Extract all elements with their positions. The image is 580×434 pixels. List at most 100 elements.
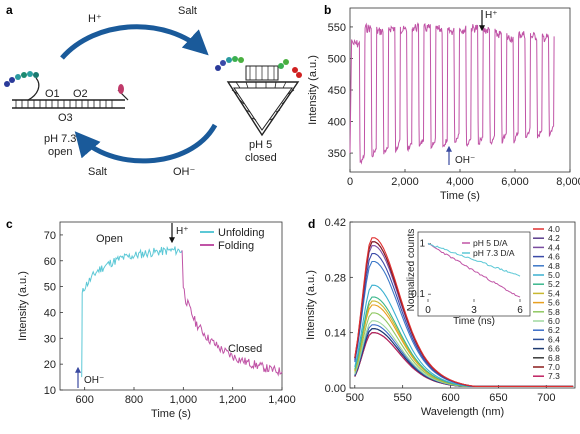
panel-c-ytick-label: 10 (44, 385, 56, 397)
panel-d-legend-label: 5.8 (548, 307, 560, 317)
panel-d-legend-label: 5.2 (548, 279, 560, 289)
closed-state-name: closed (245, 152, 277, 164)
panel-d-legend-label: 4.0 (548, 224, 560, 234)
panel-d-legend-label: 6.4 (548, 334, 560, 344)
panel-d-legend-label: 6.2 (548, 325, 560, 335)
panel-c-oh-label: OH⁻ (84, 375, 104, 386)
panel-d: d 500 550 600 650 700 0.00 0.14 0.28 0.42 Wavelen… (305, 217, 576, 418)
inset-legend-label: pH 7.3 D/A (473, 248, 515, 258)
panel-c-xtick-label: 800 (125, 394, 143, 406)
panel-c-open-label: Open (96, 233, 123, 245)
panel-b-xlabel: Time (s) (440, 190, 480, 202)
arrow-label-salt-bottom: Salt (88, 166, 107, 178)
inset-legend: pH 5 D/ApH 7.3 D/A (462, 238, 515, 258)
arrow-label-oh-bottom: OH⁻ (173, 166, 196, 178)
inset-ytick-label: 0.1 (411, 289, 425, 300)
panel-d-legend-label: 5.6 (548, 298, 560, 308)
panel-c-xtick-label: 600 (75, 394, 93, 406)
panel-b-xtick-label: 2,000 (391, 176, 419, 188)
panel-c-plot (81, 245, 283, 378)
panel-b-plot (349, 22, 555, 165)
panel-d-series-ph-7.3 (354, 332, 574, 387)
panel-c-ytick-label: 20 (44, 359, 56, 371)
panel-b-axes: 0 2,000 4,000 6,000 8,000 350 400 450 500 550 Time… (307, 22, 580, 202)
panel-b-ylabel: Intensity (a.u.) (307, 55, 319, 125)
panel-d-xtick-label: 500 (346, 392, 364, 404)
panel-b-ytick-label: 350 (328, 148, 346, 160)
strand-o3-label: O3 (58, 112, 73, 124)
panel-d-label: d (308, 217, 315, 231)
panel-d-legend-label: 6.8 (548, 353, 560, 363)
panel-d-legend-label: 4.6 (548, 252, 560, 262)
panel-c-xtick-label: 1,400 (268, 394, 296, 406)
panel-b-xtick-label: 0 (347, 176, 353, 188)
inset-series-line (427, 242, 521, 277)
panel-c-ytick-label: 60 (44, 256, 56, 268)
panel-d-xtick-label: 550 (393, 392, 411, 404)
panel-b-ytick-label: 400 (328, 117, 346, 129)
inset-series-line (427, 243, 521, 298)
strand-o1-label: O1 (45, 88, 60, 100)
panel-d-ylabel: Intensity (a.u.) (305, 270, 317, 340)
panel-d-legend-label: 6.0 (548, 316, 560, 326)
panel-d-legend-label: 7.3 (548, 371, 560, 381)
inset-xtick-label: 6 (517, 305, 523, 316)
inset-axes: 0 3 6 1 0.1 Time (ns) Normalized counts (406, 229, 523, 327)
panel-a-label: a (6, 3, 13, 17)
panel-d-xtick-label: 700 (537, 392, 555, 404)
panel-b-oh-label: OH⁻ (455, 155, 475, 166)
panel-b: b 0 2,000 4,000 6,000 8,000 350 400 450 500 550 Ti… (307, 3, 580, 202)
panel-c-ytick-label: 30 (44, 333, 56, 345)
cycle-arrow-bottom (74, 123, 218, 164)
panel-b-h-label: H⁺ (485, 10, 498, 21)
panel-c-ytick-label: 50 (44, 282, 56, 294)
panel-c-ytick-label: 70 (44, 230, 56, 242)
inset-xlabel: Time (ns) (453, 316, 495, 327)
panel-c-legend-label: Folding (218, 240, 254, 252)
panel-d-axes: 500 550 600 650 700 0.00 0.14 0.28 0.42 Wavelengt… (305, 217, 555, 418)
panel-d-legend-label: 7.0 (548, 362, 560, 372)
panel-d-frame (349, 221, 576, 389)
panel-d-xlabel: Wavelength (nm) (421, 406, 504, 418)
cycle-arrow-top (60, 24, 209, 60)
panel-b-ytick-label: 450 (328, 85, 346, 97)
panel-d-series-ph-4.0 (354, 237, 574, 387)
panel-b-ytick-label: 550 (328, 22, 346, 34)
panel-d-series-ph-6.2 (354, 324, 574, 387)
panel-c-xtick-label: 1,200 (219, 394, 247, 406)
panel-c-h-label: H⁺ (176, 226, 189, 237)
closed-triangle-structure (215, 56, 302, 137)
inset-ytick-label: 1 (419, 239, 425, 250)
panel-b-series-line (349, 22, 555, 165)
panel-d-xtick-label: 600 (441, 392, 459, 404)
panel-c-series-unfolding (81, 245, 183, 378)
panel-d-legend-label: 4.8 (548, 261, 560, 271)
arrow-label-salt-top: Salt (178, 5, 197, 17)
panel-d-legend-label: 4.4 (548, 242, 560, 252)
inset-plot (427, 242, 521, 298)
arrow-label-h-top: H⁺ (88, 13, 102, 25)
inset-legend-label: pH 5 D/A (473, 238, 508, 248)
panel-b-xtick-label: 8,000 (556, 176, 580, 188)
panel-d-ytick-label: 0.14 (325, 328, 346, 340)
panel-d-legend-label: 6.6 (548, 344, 560, 354)
inset-xtick-label: 0 (425, 305, 431, 316)
panel-d-plot (354, 237, 574, 387)
panel-b-label: b (324, 3, 331, 17)
panel-b-xtick-label: 6,000 (501, 176, 529, 188)
open-state-name: open (48, 146, 72, 158)
panel-d-legend-label: 5.4 (548, 288, 560, 298)
panel-d-ytick-label: 0.28 (325, 272, 346, 284)
panel-c-xtick-label: 1,000 (170, 394, 198, 406)
panel-c-series-folding (181, 250, 283, 377)
panel-d-ytick-label: 0.00 (325, 383, 346, 395)
panel-c-label: c (6, 217, 13, 231)
panel-d-ytick-label: 0.42 (325, 217, 346, 229)
panel-c-frame (59, 221, 283, 391)
panel-c: c 600 800 1,000 1,200 1,400 10 20 30 40 50 60 70 Tim… (6, 217, 296, 420)
panel-d-legend-label: 5.0 (548, 270, 560, 280)
panel-c-ytick-label: 40 (44, 307, 56, 319)
panel-c-legend-label: Unfolding (218, 227, 264, 239)
inset-xtick-label: 3 (471, 305, 477, 316)
